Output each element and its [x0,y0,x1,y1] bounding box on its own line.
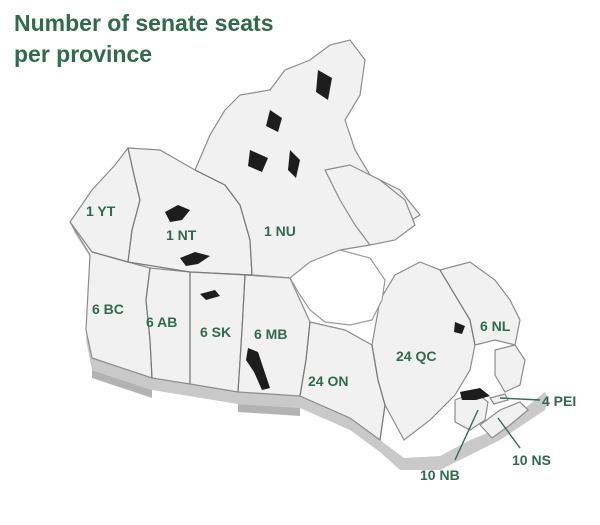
borders [91,147,476,441]
label-on: 24 ON [308,373,348,389]
label-nb: 10 NB [420,467,460,483]
label-nt: 1 NT [166,227,197,243]
map-extrusion [70,222,548,470]
label-pei: 4 PEI [542,393,576,409]
leader-nb [454,409,479,461]
region-pei [489,393,509,405]
leader-lines [454,397,541,461]
label-bc: 6 BC [92,301,124,317]
arctic-channel-3 [316,70,332,100]
gulf-st-lawrence [460,388,490,400]
label-mb: 6 MB [254,326,287,342]
labrador-lake [454,322,465,334]
great-slave-lake [180,252,210,266]
arctic-channel-2 [288,150,300,178]
leader-pei [499,397,541,401]
label-qc: 24 QC [396,348,436,364]
arctic-channel-4 [266,110,282,132]
great-bear-lake [165,205,190,222]
region-nl-island [494,344,526,393]
label-nu: 1 NU [264,223,296,239]
label-ab: 6 AB [146,314,177,330]
lake-winnipeg [246,348,270,390]
title-line-1: Number of senate seats [14,10,274,36]
province-labels: 1 YT 1 NT 1 NU 6 BC 6 AB 6 SK 6 MB 24 ON… [86,203,576,483]
label-sk: 6 SK [200,324,231,340]
hudson-bay [289,249,386,326]
title-line-2: per province [14,41,153,67]
label-nl: 6 NL [480,318,511,334]
leader-ns [497,417,521,449]
lake-athabasca [200,290,220,300]
label-ns: 10 NS [512,452,551,468]
map-title: Number of senate seats per province [14,8,334,70]
lakes [165,70,490,400]
region-nu-island [324,164,416,246]
label-yt: 1 YT [86,203,116,219]
region-ns [479,401,529,439]
arctic-channel-1 [248,150,268,172]
